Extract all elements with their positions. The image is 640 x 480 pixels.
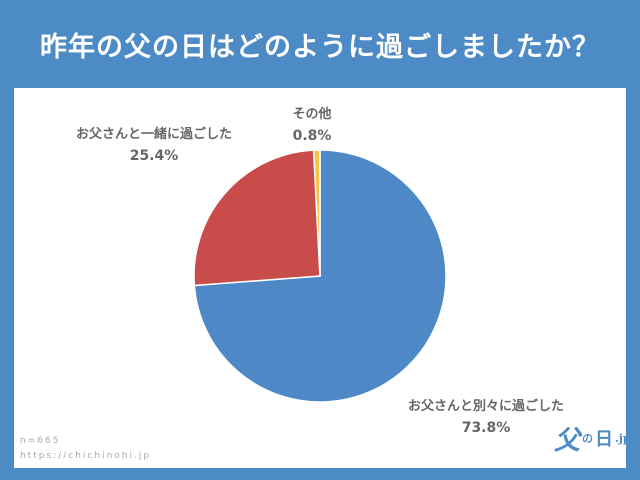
slice-label-together: お父さんと一緒に過ごした 25.4% <box>76 126 232 164</box>
sample-size: n=665 <box>20 436 61 446</box>
slice-label-other-value: 0.8% <box>293 128 332 144</box>
logo-domain: .jp <box>615 431 631 445</box>
logo-char-2: の <box>582 432 594 445</box>
page-title: 昨年の父の日はどのように過ごしましたか？ <box>40 31 600 63</box>
logo-char-3: 日 <box>595 429 614 450</box>
pie-slice-together <box>193 149 321 287</box>
slice-label-separately: お父さんと別々に過ごした 73.8% <box>408 398 564 436</box>
slice-label-separately-name: お父さんと別々に過ごした <box>408 398 564 414</box>
site-logo: 父 の 日 .jp <box>554 418 640 458</box>
logo-char-1: 父 <box>554 425 581 456</box>
slice-label-together-name: お父さんと一緒に過ごした <box>76 126 232 142</box>
pie-chart: お父さんと別々に過ごした 73.8% お父さんと一緒に過ごした 25.4% その… <box>76 106 564 436</box>
pie-slices <box>193 149 447 403</box>
pie-slice-other <box>312 149 321 277</box>
chart-card: お父さんと別々に過ごした 73.8% お父さんと一緒に過ごした 25.4% その… <box>14 88 631 468</box>
slice-label-other-name: その他 <box>292 106 331 122</box>
slice-label-other: その他 0.8% <box>292 106 331 144</box>
slice-label-together-value: 25.4% <box>130 148 179 164</box>
slice-label-separately-value: 73.8% <box>462 420 511 436</box>
source-url: https://chichinohi.jp <box>20 451 152 461</box>
